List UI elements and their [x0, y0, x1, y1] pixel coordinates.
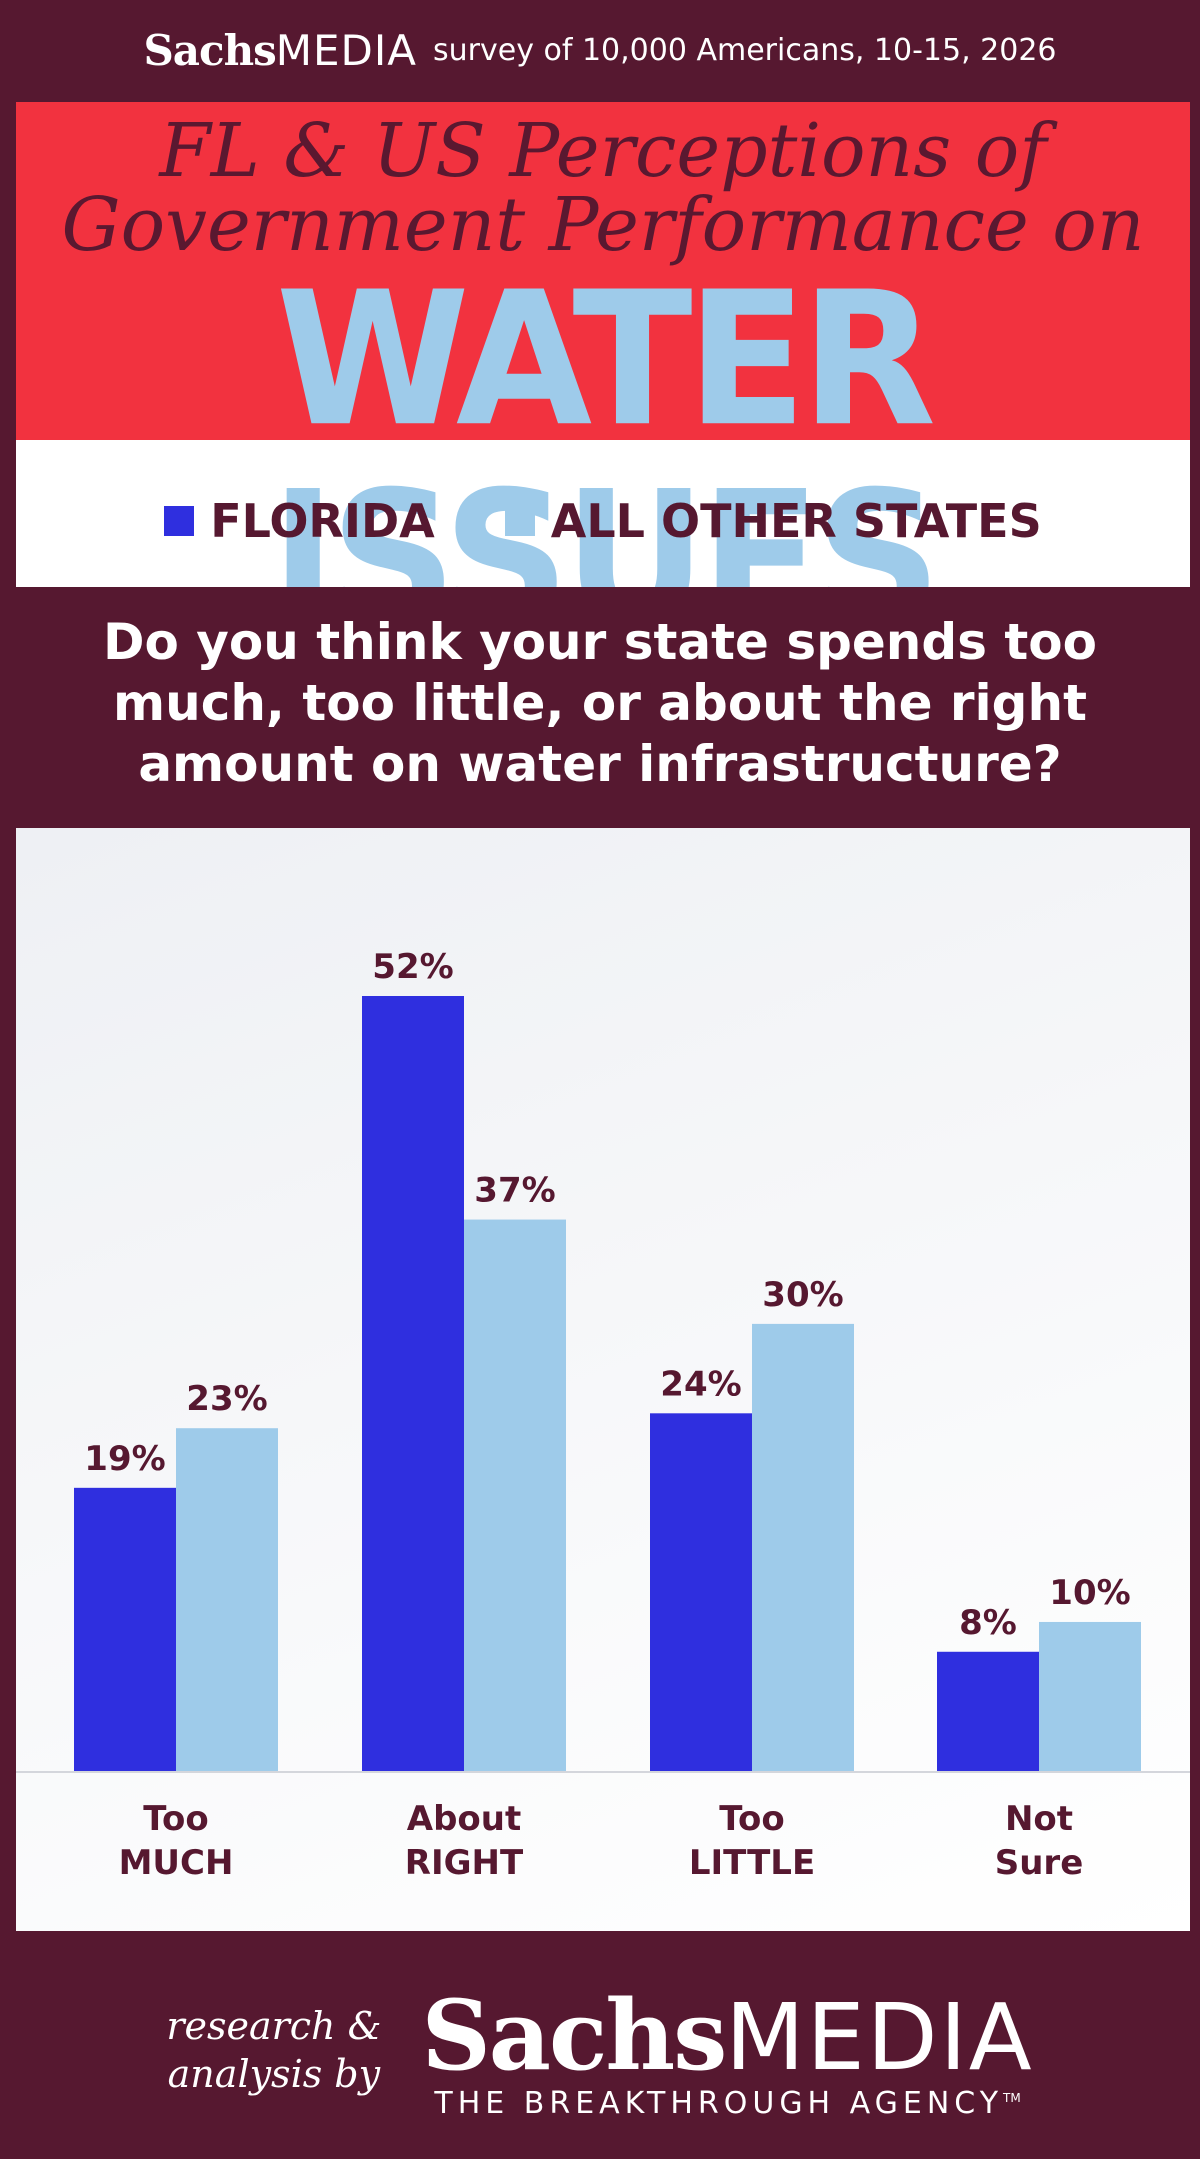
survey-question: Do you think your state spends too much,… [103, 613, 1097, 793]
header-brand-light: MEDIA [275, 25, 418, 75]
category-label-3-line-0: Not [1005, 1799, 1073, 1839]
category-label-1-line-1: RIGHT [405, 1843, 524, 1883]
data-label-others-2: 30% [762, 1275, 843, 1315]
survey-note: survey of 10,000 Americans, 10-15, 2026 [433, 32, 1057, 68]
category-label-0-line-0: Too [143, 1799, 208, 1839]
bar-others-0 [176, 1428, 278, 1771]
bar-others-3 [1039, 1621, 1141, 1771]
byline-line-2: analysis by [167, 2051, 381, 2096]
bar-florida-1 [362, 996, 464, 1771]
bar-florida-2 [650, 1413, 752, 1771]
data-label-florida-3: 8% [959, 1603, 1017, 1643]
footer-tagline-text: THE BREAKTHROUGH AGENCY [434, 2085, 1004, 2121]
header-brand-bold: Sachs [143, 25, 276, 75]
footer-tagline: THE BREAKTHROUGH AGENCYTM [421, 2086, 1033, 2121]
header-bar: Sachs MEDIA survey of 10,000 Americans, 1… [0, 0, 1200, 100]
title-panel: FL & US Perceptions of Government Perfor… [16, 102, 1190, 587]
legend-item-florida: FLORIDA [164, 494, 435, 548]
big-title: WATER ISSUES [270, 252, 942, 587]
category-label-1-line-0: About [407, 1799, 521, 1839]
footer-tm: TM [1003, 2090, 1021, 2105]
chart-legend: FLORIDA ALL OTHER STATES [16, 494, 1190, 548]
data-label-florida-1: 52% [372, 947, 453, 987]
data-label-others-0: 23% [186, 1379, 267, 1419]
category-label-3-line-1: Sure [995, 1843, 1084, 1883]
subtitle: FL & US Perceptions of Government Perfor… [16, 114, 1190, 262]
subtitle-line-2: Government Performance on [61, 182, 1145, 268]
bar-florida-0 [74, 1487, 176, 1771]
footer-logo: Sachs MEDIA THE BREAKTHROUGH AGENCYTM [421, 1979, 1033, 2121]
data-label-florida-2: 24% [660, 1364, 741, 1404]
footer: research & analysis by Sachs MEDIA THE BR… [0, 1940, 1200, 2159]
chart-panel: 19% 23% Too MUCH 52% 37% About RIGHT 24% 30% Too LI… [16, 828, 1190, 1931]
legend-swatch-others [504, 506, 535, 536]
bar-chart: 19%23%TooMUCH52%37%AboutRIGHT24%30%TooLI… [16, 947, 1190, 1883]
byline: research & analysis by [166, 2002, 381, 2098]
legend-swatch-florida [164, 506, 195, 536]
category-label-2-line-1: LITTLE [689, 1843, 815, 1883]
category-label-2-line-0: Too [719, 1799, 784, 1839]
title-red-band [16, 102, 1190, 440]
data-label-others-3: 10% [1049, 1573, 1130, 1613]
subtitle-line-1: FL & US Perceptions of [159, 108, 1047, 194]
data-label-others-1: 37% [474, 1171, 555, 1211]
footer-brand-bold: Sachs [421, 1978, 727, 2092]
bar-others-1 [464, 1219, 566, 1771]
byline-line-1: research & [166, 2003, 382, 2048]
bar-florida-3 [937, 1651, 1039, 1771]
category-label-0-line-1: MUCH [119, 1843, 234, 1883]
legend-item-others: ALL OTHER STATES [504, 494, 1042, 548]
bar-others-2 [752, 1323, 854, 1771]
legend-label-others: ALL OTHER STATES [550, 494, 1042, 548]
footer-brand-light: MEDIA [725, 1983, 1034, 2091]
header-brand: Sachs MEDIA [143, 26, 417, 75]
legend-label-florida: FLORIDA [210, 494, 435, 548]
data-label-florida-0: 19% [84, 1439, 165, 1479]
